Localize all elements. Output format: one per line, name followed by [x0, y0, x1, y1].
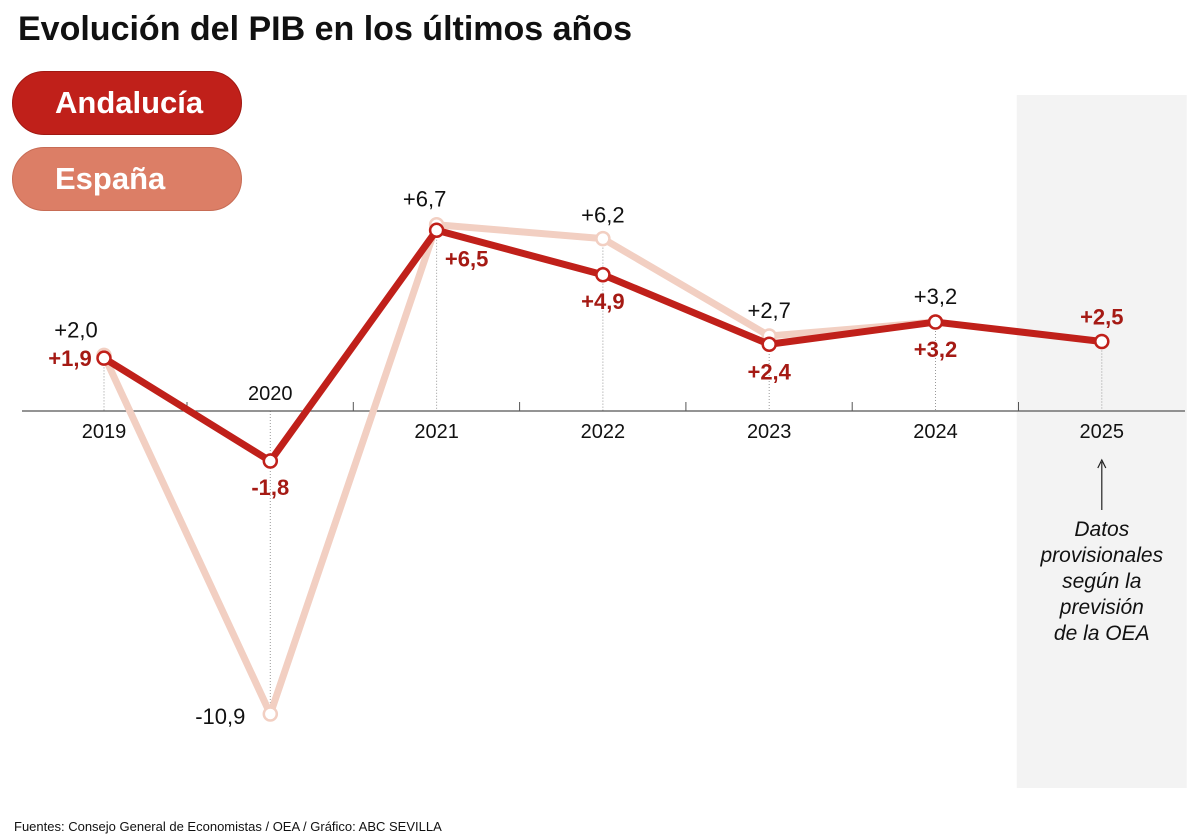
x-tick-label: 2020: [248, 383, 293, 405]
data-label-espana: +2,0: [54, 317, 97, 342]
data-label-espana: -10,9: [195, 704, 245, 729]
data-label-andalucia: +2,4: [747, 359, 791, 384]
data-label-espana: +6,7: [403, 187, 446, 212]
x-tick-label: 2022: [581, 421, 626, 443]
provisional-region: [1016, 95, 1187, 788]
data-point: [96, 350, 112, 366]
data-label-espana: +2,7: [747, 298, 790, 323]
data-point: [262, 706, 279, 722]
x-tick-label: 2019: [82, 421, 127, 443]
x-tick-label: 2025: [1080, 421, 1125, 443]
data-label-andalucia: +2,5: [1080, 305, 1123, 330]
data-label-andalucia: +4,9: [581, 289, 624, 314]
arrow-head-icon: [1097, 458, 1107, 469]
annotation-text: Datos provisionales según la previsión de la…: [1040, 518, 1164, 645]
data-label-andalucia: +1,9: [48, 346, 91, 371]
x-tick-label: 2021: [414, 421, 459, 443]
data-point: [1094, 333, 1110, 350]
chart-title: Evolución del PIB en los últimos años: [18, 10, 632, 48]
data-label-andalucia: -1,8: [251, 475, 289, 500]
legend-espana: España: [12, 147, 242, 211]
data-point: [927, 314, 944, 330]
x-tick-label: 2024: [913, 421, 958, 443]
data-point: [262, 453, 279, 469]
data-label-espana: +3,2: [914, 284, 957, 309]
data-label-espana: +6,2: [581, 203, 624, 228]
data-point: [761, 336, 777, 353]
x-tick-label: 2023: [747, 421, 792, 443]
source-note: Fuentes: Consejo General de Economistas …: [14, 819, 442, 834]
legend-andalucia: Andalucía: [12, 71, 242, 135]
data-point: [595, 230, 611, 247]
data-point: [595, 267, 611, 283]
series-line-españa: [100, 221, 936, 718]
data-label-andalucia: +3,2: [914, 337, 957, 362]
data-label-andalucia: +6,5: [445, 246, 488, 271]
data-point: [428, 222, 445, 239]
